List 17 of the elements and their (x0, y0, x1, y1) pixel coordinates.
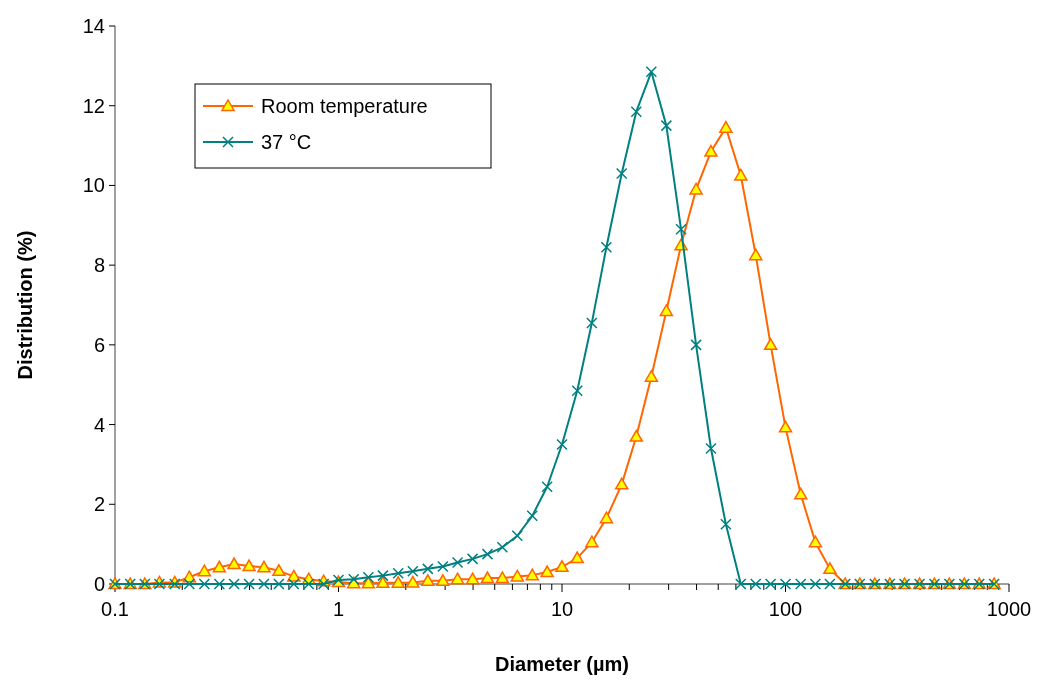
y-tick-label: 10 (82, 174, 105, 197)
y-tick-label: 4 (93, 413, 105, 436)
x-tick-label: 0.1 (101, 598, 129, 620)
y-tick-label: 2 (93, 493, 105, 516)
y-axis-title: Distribution (%) (14, 230, 36, 380)
y-tick-label: 0 (93, 573, 105, 595)
x-tick-label: 100 (768, 598, 803, 620)
x-axis-title: Diameter (µm) (495, 653, 629, 675)
x-tick-label: 1 (332, 598, 345, 620)
x-tick-label: 1000 (986, 598, 1032, 620)
legend-label: Room temperature (261, 95, 428, 117)
y-tick-label: 6 (93, 333, 105, 356)
x-tick-label: 10 (550, 598, 574, 620)
y-tick-label: 14 (82, 15, 105, 37)
y-tick-label: 8 (93, 254, 105, 277)
legend-label: 37 °C (261, 131, 312, 153)
y-tick-label: 12 (82, 94, 105, 117)
